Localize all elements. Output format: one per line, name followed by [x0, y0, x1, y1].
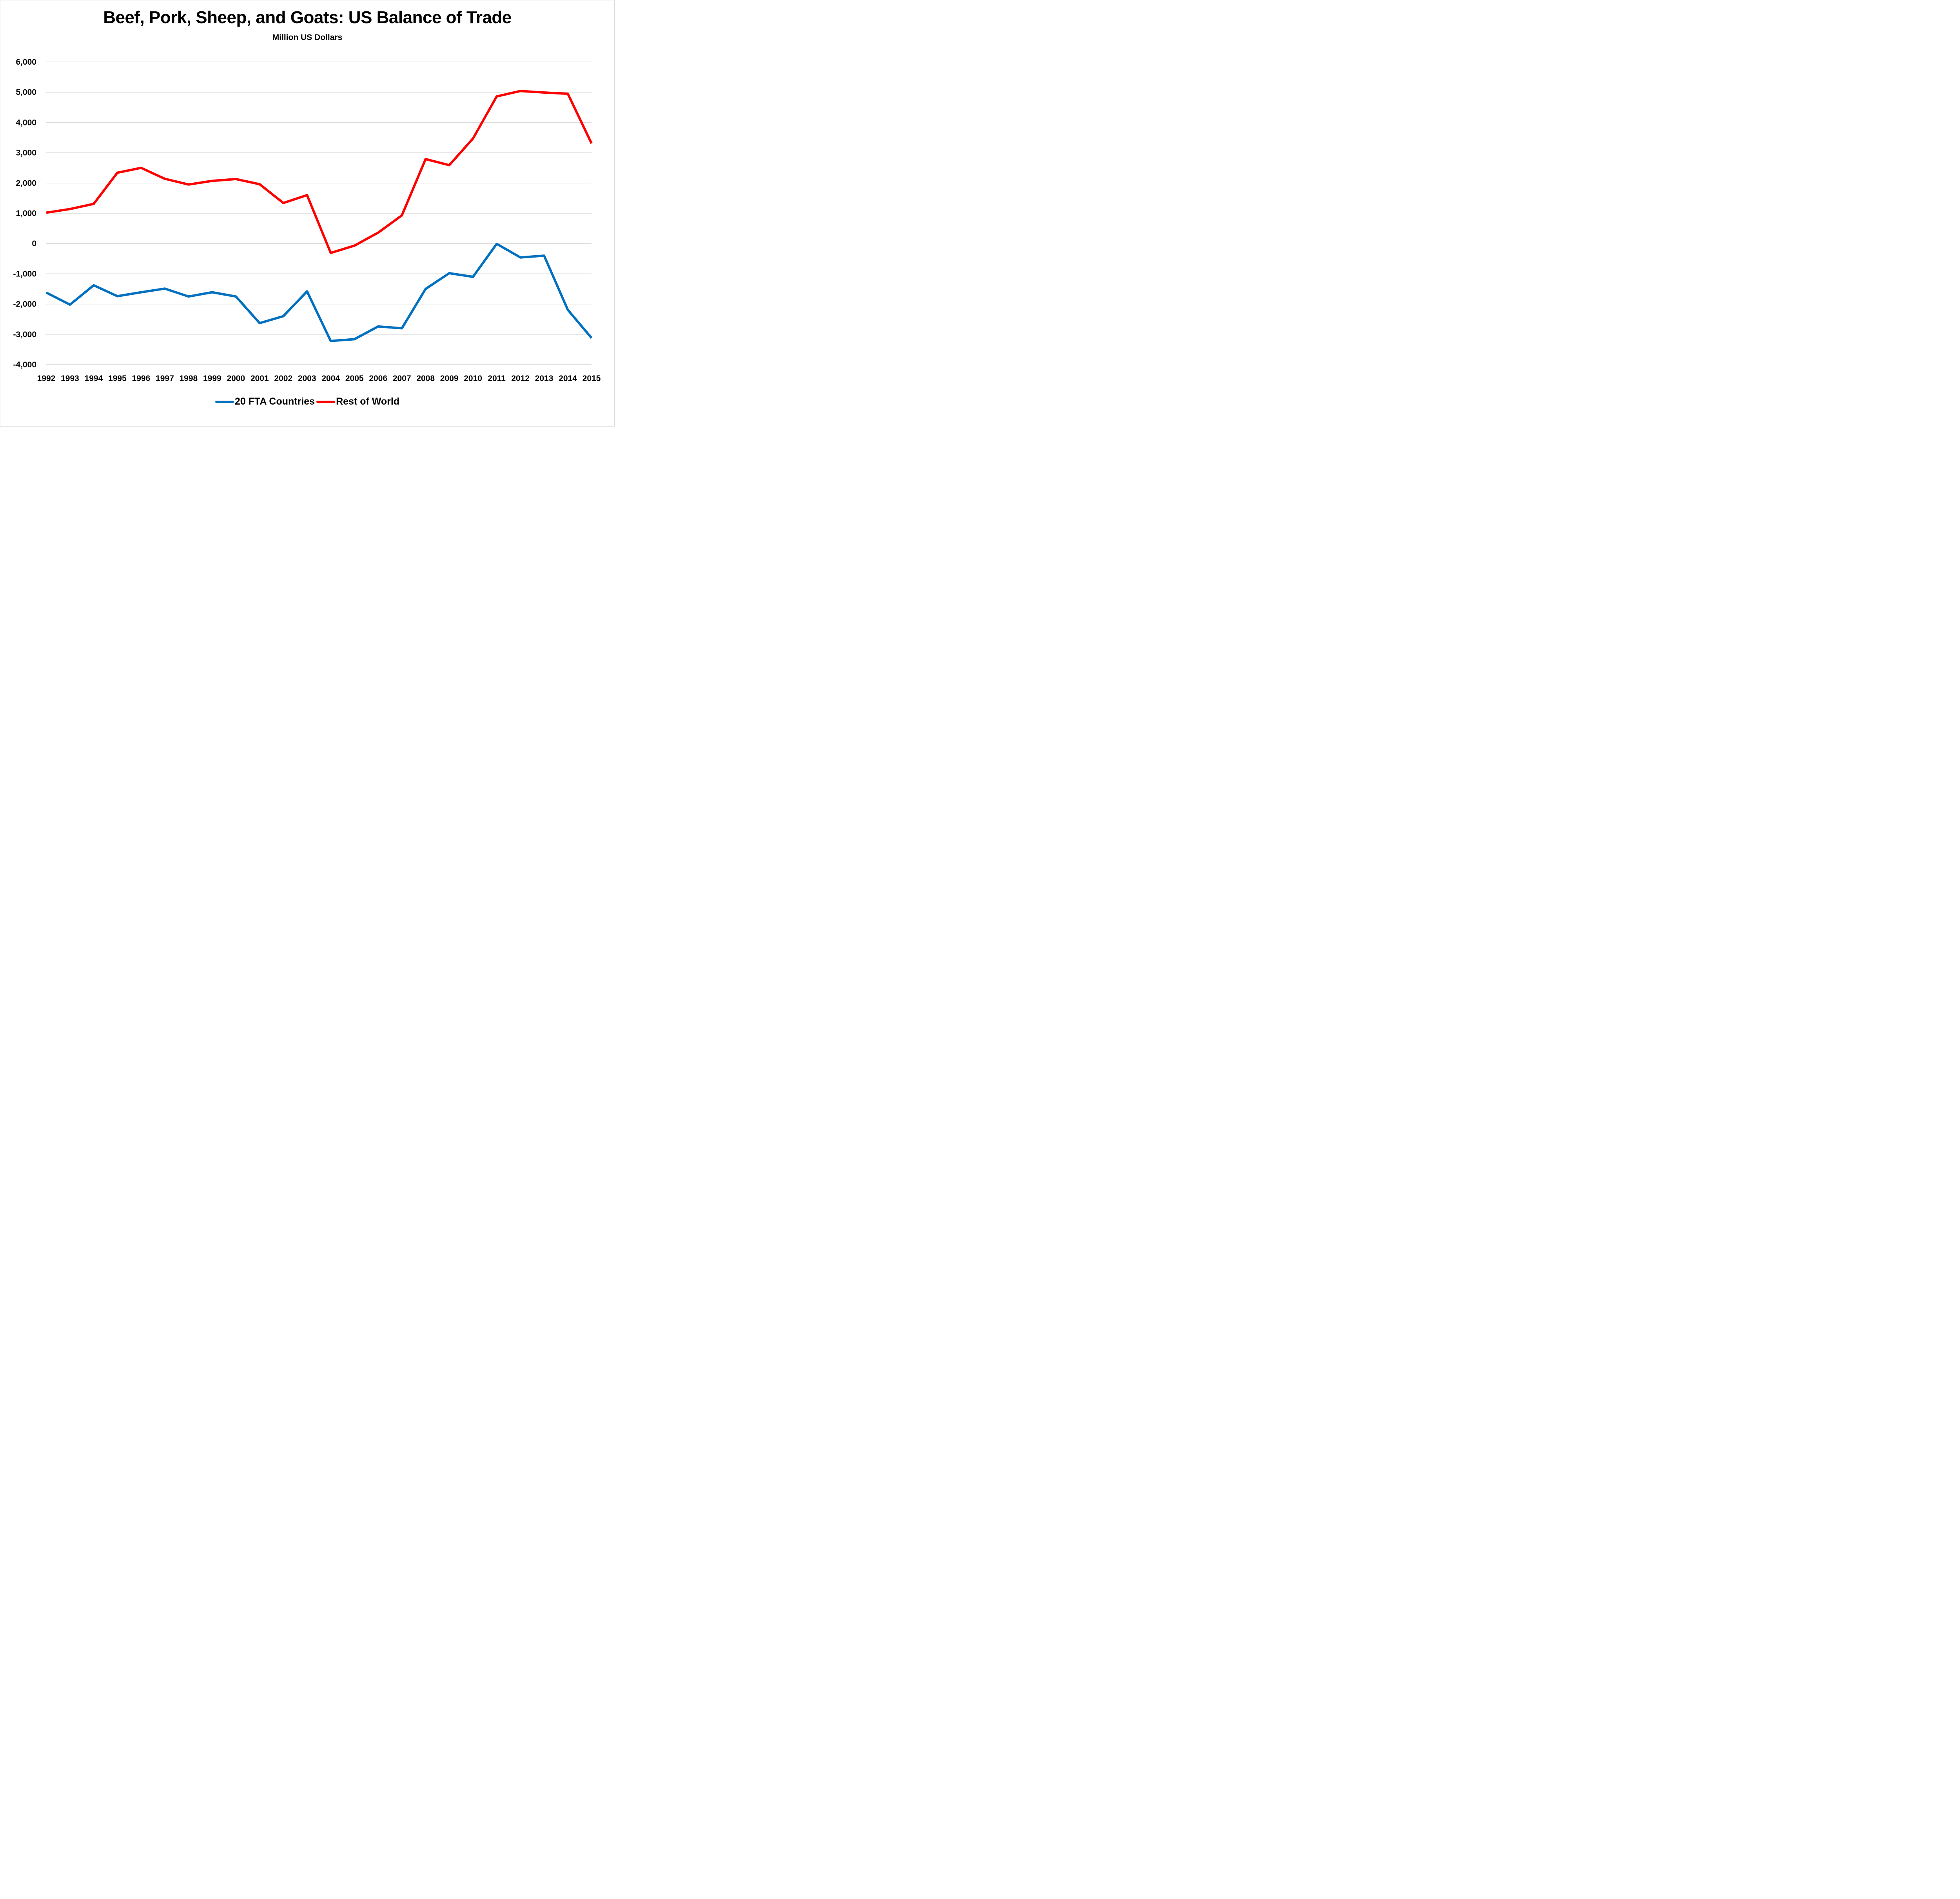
- y-tick-label: -3,000: [13, 330, 36, 339]
- legend-item-fta: 20 FTA Countries: [215, 396, 315, 407]
- x-tick-label: 2002: [274, 374, 292, 383]
- x-tick-label: 2009: [440, 374, 459, 383]
- x-tick-label: 1998: [180, 374, 198, 383]
- legend-item-rest-of-world: Rest of World: [316, 396, 399, 407]
- x-axis-ticks: 1992 1993 1994 1995 1996 1997 1998 1999 2000 2001…: [37, 374, 601, 383]
- y-axis-ticks: 6,000 5,000 4,000 3,000 2,000 1,000 0 -1,000 -2,…: [13, 58, 36, 369]
- y-tick-label: 6,000: [16, 58, 36, 67]
- x-tick-label: 1994: [85, 374, 103, 383]
- gridlines: [46, 62, 592, 365]
- legend-swatch-fta: [215, 400, 234, 403]
- legend-label-fta: 20 FTA Countries: [234, 396, 315, 407]
- x-tick-label: 2005: [345, 374, 364, 383]
- x-tick-label: 2011: [488, 374, 506, 383]
- x-tick-label: 1997: [156, 374, 174, 383]
- series-line-20-fta-countries: [45, 243, 593, 342]
- y-tick-label: 5,000: [16, 88, 36, 97]
- x-tick-label: 2013: [535, 374, 554, 383]
- legend-label-rest-of-world: Rest of World: [336, 396, 400, 407]
- x-tick-label: 2014: [559, 374, 577, 383]
- x-tick-label: 1996: [132, 374, 151, 383]
- x-tick-label: 2010: [464, 374, 482, 383]
- x-tick-label: 2001: [250, 374, 269, 383]
- chart-subtitle: Million US Dollars: [272, 33, 343, 42]
- y-tick-label: 0: [32, 239, 36, 248]
- y-tick-label: -1,000: [13, 269, 36, 278]
- x-tick-label: 1992: [37, 374, 56, 383]
- line-chart: 6,000 5,000 4,000 3,000 2,000 1,000 0 -1,000 -2,…: [13, 58, 601, 383]
- y-tick-label: 4,000: [16, 118, 36, 127]
- series-lines: [45, 90, 593, 342]
- x-tick-label: 1993: [61, 374, 79, 383]
- x-tick-label: 2007: [393, 374, 411, 383]
- legend-swatch-rest-of-world: [316, 400, 336, 403]
- chart-title: Beef, Pork, Sheep, and Goats: US Balance…: [103, 8, 512, 27]
- x-tick-label: 2015: [583, 374, 601, 383]
- x-tick-label: 2008: [416, 374, 435, 383]
- x-tick-label: 2012: [511, 374, 530, 383]
- y-tick-label: 3,000: [16, 149, 36, 158]
- x-tick-label: 2003: [298, 374, 316, 383]
- y-tick-label: -4,000: [13, 360, 36, 369]
- x-tick-label: 2004: [321, 374, 340, 383]
- y-tick-label: -2,000: [13, 300, 36, 309]
- series-line-rest-of-world: [46, 90, 593, 254]
- x-tick-label: 1995: [108, 374, 127, 383]
- x-tick-label: 1999: [203, 374, 221, 383]
- y-tick-label: 1,000: [16, 209, 36, 218]
- x-tick-label: 2006: [369, 374, 387, 383]
- y-tick-label: 2,000: [16, 179, 36, 188]
- x-tick-label: 2000: [227, 374, 245, 383]
- legend: 20 FTA Countries Rest of World: [0, 396, 615, 407]
